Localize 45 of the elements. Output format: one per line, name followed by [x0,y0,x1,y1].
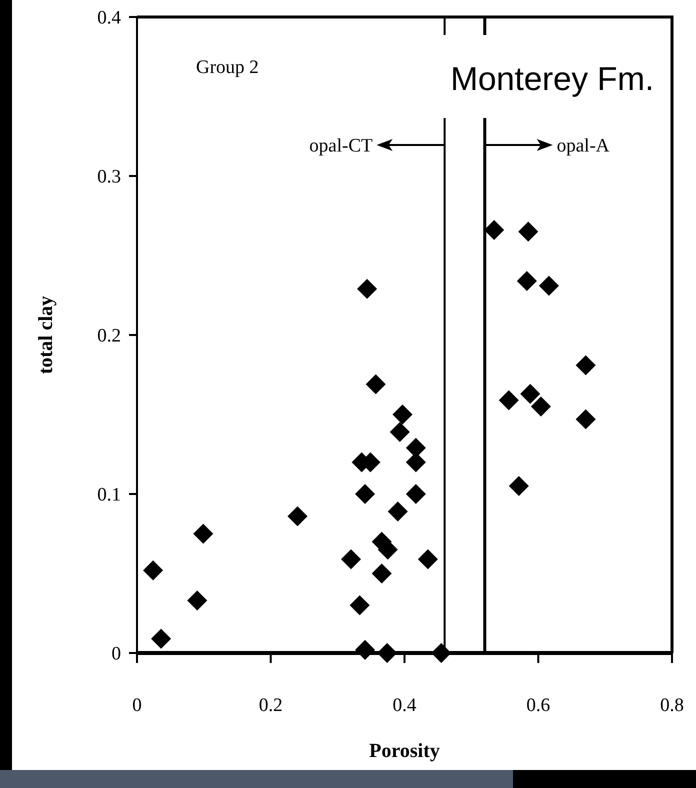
y-tick-label: 0.3 [97,166,121,188]
x-axis-title: Porosity [369,740,440,762]
point [151,628,172,649]
point [498,390,519,410]
x-tick-label: 0.6 [526,695,550,716]
y-tick-label: 0.4 [97,8,122,29]
point [355,484,376,504]
point [288,506,308,526]
point [350,595,370,616]
point [392,404,412,424]
ref-line-label: opal-CT [309,136,374,157]
point [193,524,214,544]
point [366,374,386,394]
point [516,270,537,291]
y-tick-label: 0.2 [97,326,121,347]
ref-line-label: opal-A [556,136,610,157]
point [187,590,208,611]
x-tick-label: 0.2 [258,695,283,716]
point [418,549,438,570]
point [508,476,529,496]
x-tick-label: 0.4 [392,695,417,716]
y-tick-label: 0.1 [97,484,121,506]
point [576,355,596,376]
point [431,643,452,663]
point [406,484,426,504]
point [484,220,504,240]
x-tick-label: 0.8 [660,695,684,716]
point [538,276,559,296]
point [143,560,164,580]
point [355,640,376,660]
point [372,564,392,584]
point [390,422,410,442]
x-tick-label: 0 [132,695,142,716]
y-tick-label: 0 [112,644,121,665]
point [518,222,538,242]
y-axis-title: total clay [35,296,57,374]
point [388,501,408,522]
point [357,278,378,299]
point [576,409,596,430]
point [520,384,540,404]
annotation: Monterey Fm. [450,60,654,97]
point [341,549,361,570]
point [530,396,551,417]
annotation: Group 2 [196,57,259,78]
point [377,643,398,663]
